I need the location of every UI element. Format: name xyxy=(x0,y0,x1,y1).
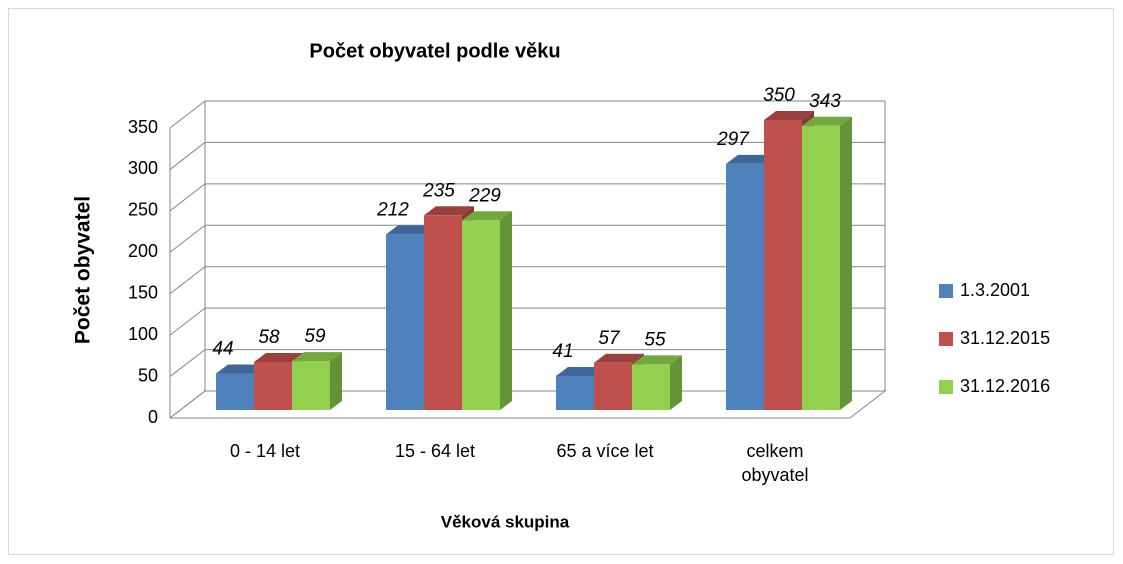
x-tick-label: 15 - 64 let xyxy=(395,441,475,461)
x-tick-label: 65 a více let xyxy=(556,441,653,461)
data-label: 58 xyxy=(258,327,280,348)
bar xyxy=(424,215,462,410)
bar-side xyxy=(330,352,342,410)
x-tick-label: 0 - 14 let xyxy=(230,441,300,461)
y-tick-label: 0 xyxy=(148,407,158,427)
bar-side xyxy=(500,211,512,410)
bar-top xyxy=(254,352,304,362)
bar xyxy=(726,163,764,410)
bar xyxy=(462,220,500,410)
chart-title: Počet obyvatel podle věku xyxy=(309,40,560,62)
grid-line xyxy=(169,224,885,253)
data-label: 343 xyxy=(809,91,841,112)
x-tick-line: celkem xyxy=(746,441,803,461)
data-label: 44 xyxy=(212,339,233,360)
x-tick-line: obyvatel xyxy=(741,465,808,485)
bar-top xyxy=(764,111,814,120)
y-tick-label: 250 xyxy=(128,200,158,220)
legend-swatch xyxy=(939,332,953,346)
bar-top xyxy=(424,206,474,216)
bar-side xyxy=(840,116,852,411)
data-label: 229 xyxy=(468,185,501,206)
bar-top xyxy=(726,154,776,164)
data-label: 57 xyxy=(598,328,621,349)
data-label: 350 xyxy=(763,85,795,106)
bar xyxy=(386,234,424,410)
x-tick-label: celkem obyvatel xyxy=(741,441,808,485)
grid-line xyxy=(169,183,885,212)
x-axis-label: Věková skupina xyxy=(441,512,570,531)
bar xyxy=(764,120,802,410)
bar xyxy=(632,364,670,410)
y-axis-label: Počet obyvatel xyxy=(72,196,95,344)
legend-label: 31.12.2016 xyxy=(960,376,1050,396)
bar-side xyxy=(670,355,682,410)
bar-top xyxy=(632,355,682,365)
data-label: 41 xyxy=(552,341,573,362)
bar-top xyxy=(386,225,436,235)
bar xyxy=(292,361,330,410)
grid-line xyxy=(169,100,885,129)
legend-label: 31.12.2015 xyxy=(960,328,1050,348)
grid-line xyxy=(169,266,885,295)
data-label: 59 xyxy=(304,326,326,347)
bar xyxy=(802,125,840,411)
bar xyxy=(216,373,254,410)
bar xyxy=(254,361,292,410)
bar-top xyxy=(216,364,266,374)
y-tick-label: 200 xyxy=(128,241,158,261)
grid-line xyxy=(169,307,885,336)
bar-top xyxy=(292,352,342,362)
bar-top xyxy=(802,116,852,126)
chart-frame xyxy=(8,8,1114,555)
data-label: 212 xyxy=(376,199,409,220)
data-label: 297 xyxy=(716,129,750,150)
data-label: 55 xyxy=(644,329,666,350)
legend-swatch xyxy=(939,380,953,394)
grid-line xyxy=(169,349,885,377)
y-tick-label: 300 xyxy=(128,158,158,178)
y-tick-label: 350 xyxy=(128,117,158,137)
bar xyxy=(556,376,594,410)
bar-top xyxy=(462,211,512,221)
bar-top xyxy=(594,353,644,363)
grid-line xyxy=(169,141,885,170)
y-tick-label: 50 xyxy=(138,365,158,385)
y-tick-label: 100 xyxy=(128,324,158,344)
bar-top xyxy=(556,367,606,377)
bar xyxy=(594,362,632,410)
legend-swatch xyxy=(939,284,953,298)
legend-label: 1.3.2001 xyxy=(960,280,1030,300)
y-tick-label: 150 xyxy=(128,282,158,302)
data-label: 235 xyxy=(422,180,455,201)
